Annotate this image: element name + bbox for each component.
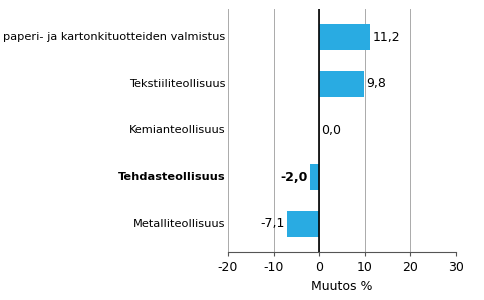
Bar — [318, 24, 369, 50]
Text: Kemianteollisuus: Kemianteollisuus — [129, 125, 225, 136]
Text: -7,1: -7,1 — [259, 218, 284, 230]
Text: -2,0: -2,0 — [280, 171, 307, 184]
Text: Tehdasteollisuus: Tehdasteollisuus — [118, 172, 225, 182]
Bar — [309, 164, 318, 190]
Text: Paperin, paperi- ja kartonkituotteiden valmistus: Paperin, paperi- ja kartonkituotteiden v… — [0, 32, 225, 42]
Text: 11,2: 11,2 — [372, 31, 399, 44]
Text: Tekstiiliteollisuus: Tekstiiliteollisuus — [129, 79, 225, 89]
Bar — [286, 211, 318, 237]
X-axis label: Muutos %: Muutos % — [311, 280, 372, 292]
Text: Metalliteollisuus: Metalliteollisuus — [133, 219, 225, 229]
Bar — [318, 71, 363, 97]
Text: 0,0: 0,0 — [321, 124, 341, 137]
Text: 9,8: 9,8 — [365, 77, 385, 90]
